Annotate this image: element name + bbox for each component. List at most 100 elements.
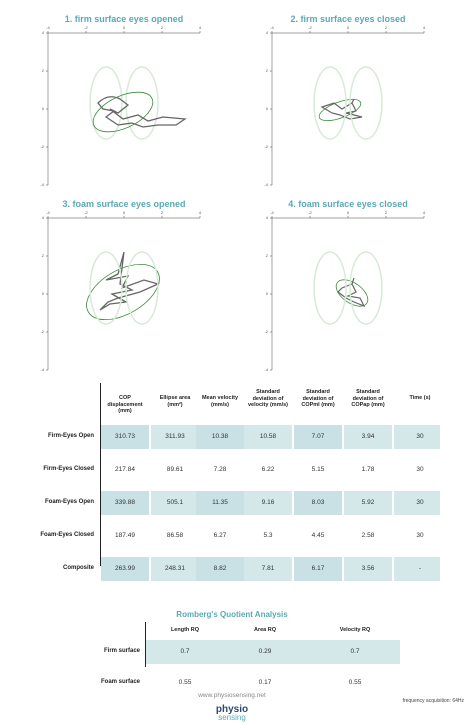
cell: 30: [416, 499, 424, 506]
column-header: Standard deviation of COPap (mm): [351, 389, 385, 408]
row-label: Foam-Eyes Closed: [40, 532, 94, 538]
cell: 7.07: [311, 433, 325, 440]
row-band: [151, 425, 199, 449]
row-band: [394, 491, 440, 515]
row-band: [244, 425, 292, 449]
x-tick-label: -2: [84, 210, 88, 215]
foot-outline: [89, 251, 123, 325]
x-tick-label: 0: [347, 210, 350, 215]
row-band: [196, 557, 244, 581]
cell: 9.16: [261, 499, 275, 506]
row-band: [344, 425, 392, 449]
x-tick-label: 0: [123, 25, 126, 30]
url: www.physiosensing.net: [198, 692, 266, 699]
cell: 10.58: [259, 433, 277, 440]
cell: 6.17: [311, 565, 325, 572]
row-band: [101, 491, 149, 515]
table-divider: [145, 622, 146, 667]
row-label: Foam surface: [100, 679, 140, 685]
y-tick-label: -2: [40, 329, 44, 334]
y-tick-label: 0: [266, 106, 269, 111]
foot-outline: [313, 251, 347, 325]
cell: -: [418, 565, 422, 572]
logo: sensing: [218, 713, 246, 722]
row-band: [394, 425, 440, 449]
x-tick-label: 4: [423, 210, 426, 215]
y-tick-label: -4: [40, 182, 44, 187]
plots: -4 -2 0 2 4 4 2 0 -2 -4 -4 -2 0 2 4 4 2 0 -2 -4 -4 -2 0 2 4 4 2 0 -…: [40, 25, 426, 372]
x-tick-label: 4: [199, 210, 202, 215]
x-tick-label: 2: [161, 25, 164, 30]
cell: 0.17: [258, 679, 272, 686]
y-tick-label: 2: [266, 68, 269, 73]
cell: 0.7: [350, 648, 360, 655]
row-band: [294, 557, 342, 581]
y-tick-label: 2: [42, 253, 45, 258]
cell: 8.03: [311, 499, 325, 506]
plot-title: 2. firm surface eyes closed: [290, 14, 406, 24]
cell: 30: [416, 433, 424, 440]
row-band: [244, 491, 292, 515]
column-header: COP displacement (mm): [107, 395, 143, 414]
row-band: [196, 425, 244, 449]
y-tick-label: 4: [266, 30, 269, 35]
cell: 7.28: [213, 466, 227, 473]
y-tick-label: 4: [266, 215, 269, 220]
x-tick-label: 2: [161, 210, 164, 215]
cell: 6.22: [261, 466, 275, 473]
column-header: Standard deviation of COPml (mm): [301, 389, 335, 408]
y-tick-label: 4: [42, 215, 45, 220]
trajectory-decoration: [318, 98, 363, 122]
row-label: Firm surface: [103, 648, 140, 654]
trajectory-decoration: [92, 91, 187, 133]
y-tick-label: 2: [266, 253, 269, 258]
trajectory-decoration: [86, 251, 160, 321]
x-tick-label: 2: [385, 25, 388, 30]
cell: 187.49: [115, 532, 135, 539]
x-tick-label: -4: [46, 25, 50, 30]
row-label: Foam-Eyes Open: [44, 499, 94, 505]
x-tick-label: 0: [347, 25, 350, 30]
cell: 86.58: [166, 532, 184, 539]
foot-outline: [313, 66, 347, 140]
row-label: Composite: [62, 565, 94, 571]
cell: 5.15: [311, 466, 325, 473]
row-band: [101, 557, 149, 581]
cell: 5.3: [263, 532, 273, 539]
cell: 263.99: [115, 565, 135, 572]
cell: 339.88: [115, 499, 135, 506]
row-band: [146, 640, 400, 664]
plot-title: 4. foam surface eyes closed: [288, 199, 408, 209]
trajectory-decoration: [335, 277, 369, 308]
row-band: [151, 557, 199, 581]
cell: 310.73: [115, 433, 135, 440]
column-header: Area RQ: [253, 627, 276, 633]
table-divider: [100, 383, 101, 566]
cell: 89.61: [166, 466, 184, 473]
cell: 5.92: [361, 499, 375, 506]
row-band: [151, 491, 199, 515]
cell: 8.82: [213, 565, 227, 572]
row-band: [294, 425, 342, 449]
foot-outline: [349, 251, 383, 325]
row-label: Firm-Eyes Open: [47, 433, 94, 439]
y-tick-label: -4: [40, 367, 44, 372]
column-header: Mean velocity (mm/s): [201, 395, 239, 408]
cell: 2.58: [361, 532, 375, 539]
cell: 10.38: [211, 433, 229, 440]
row-label: Firm-Eyes Closed: [43, 466, 94, 472]
row-band: [294, 491, 342, 515]
x-tick-label: 4: [423, 25, 426, 30]
foot-outline: [125, 251, 159, 325]
row-band: [101, 425, 149, 449]
y-tick-label: -4: [264, 182, 268, 187]
x-tick-label: -4: [270, 210, 274, 215]
cell: 3.56: [361, 565, 375, 572]
y-tick-label: -4: [264, 367, 268, 372]
y-tick-label: -2: [40, 144, 44, 149]
plot-title: 3. foam surface eyes opened: [62, 199, 186, 209]
foot-outline: [349, 66, 383, 140]
cell: 6.27: [213, 532, 227, 539]
column-header: Time (s): [409, 395, 431, 401]
